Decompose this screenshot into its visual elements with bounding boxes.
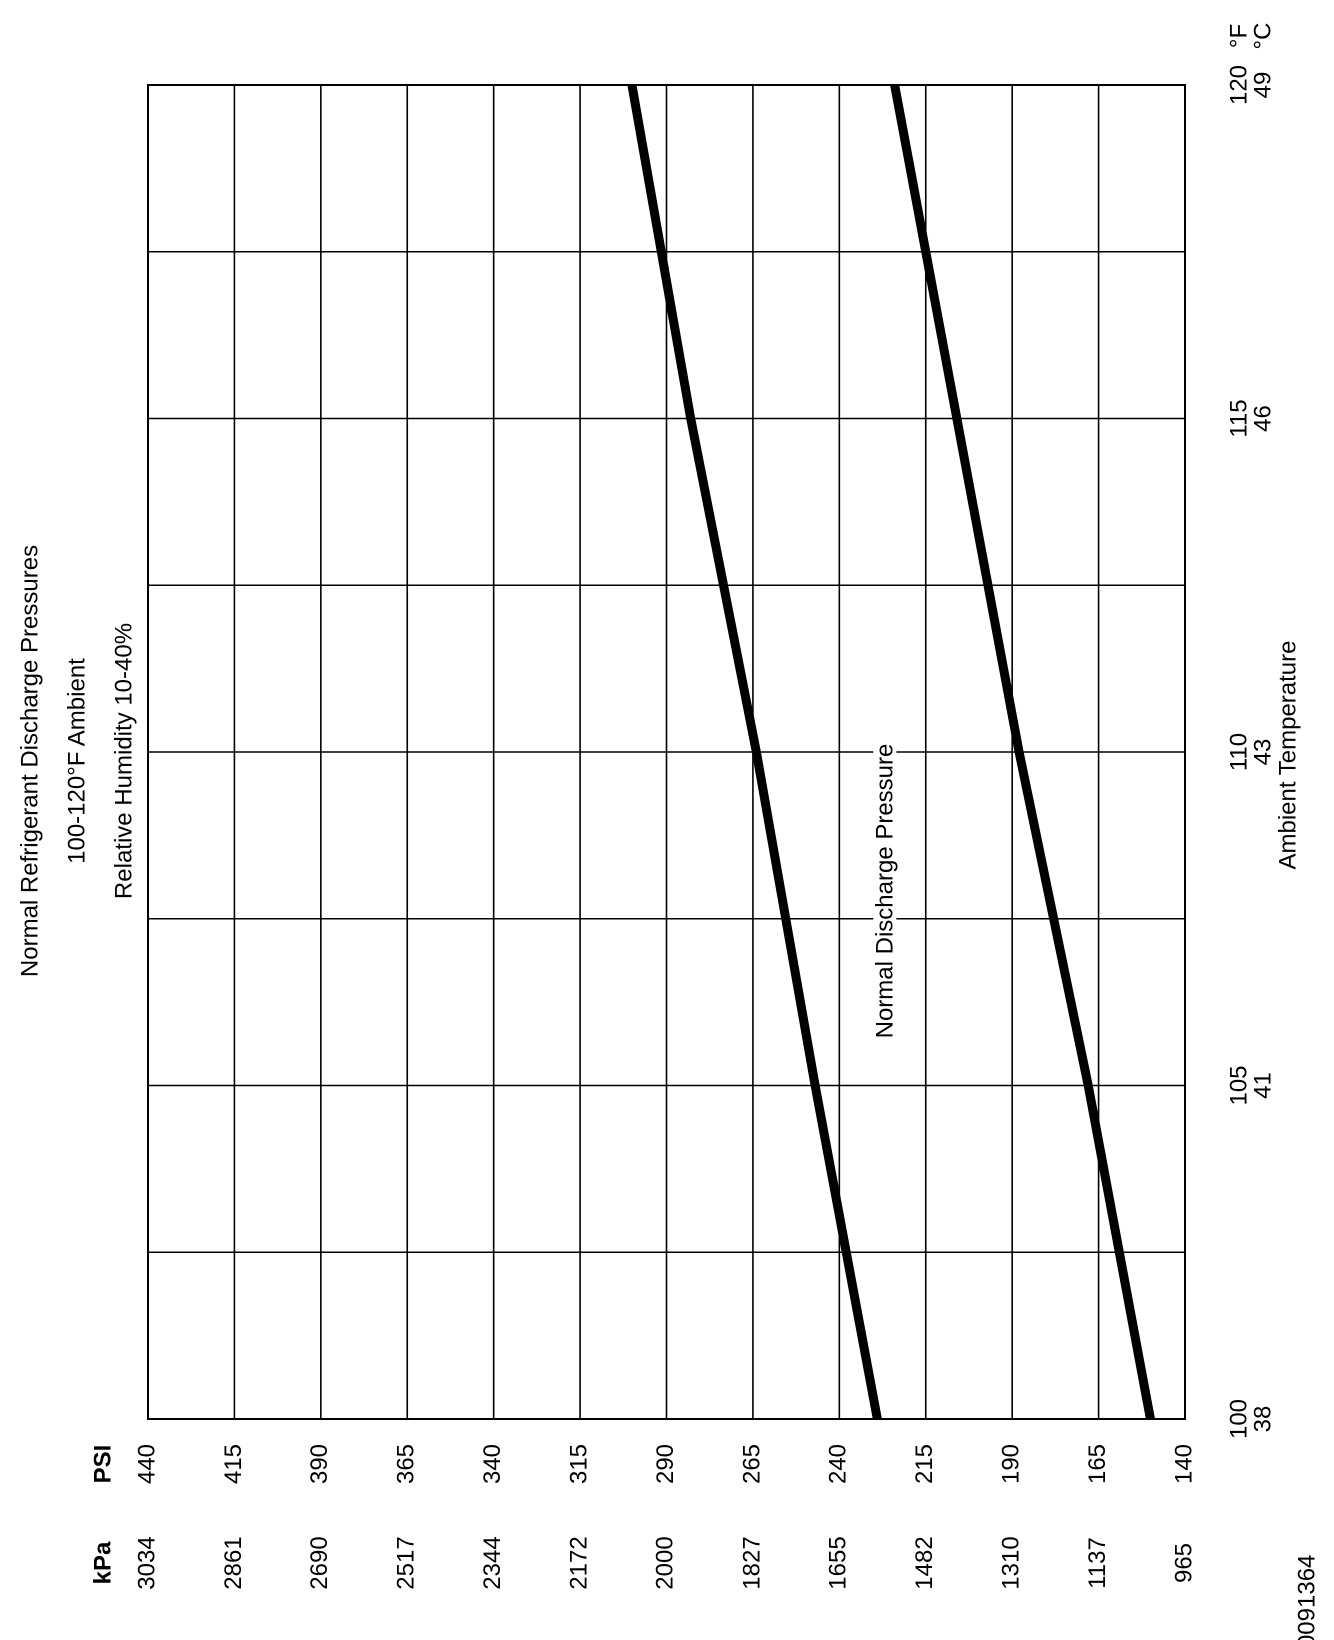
y2-tick-label: 1482 (911, 1536, 938, 1589)
y2-tick-label: 2517 (392, 1536, 419, 1589)
y-tick-label: 265 (738, 1444, 765, 1484)
annotation: Normal Discharge Pressure (871, 744, 898, 1039)
x2-tick-label: 49 (1249, 72, 1276, 99)
y2-tick-label: 3034 (133, 1536, 160, 1589)
y-tick-label: 440 (133, 1444, 160, 1484)
y-tick-label: 365 (393, 1444, 420, 1484)
y-unit: PSI (89, 1445, 116, 1484)
y2-tick-label: 1827 (738, 1536, 765, 1589)
y-tick-label: 215 (911, 1444, 938, 1484)
x2-unit: °C (1249, 23, 1276, 50)
data-line (627, 84, 882, 1420)
y2-tick-label: 1310 (997, 1536, 1024, 1589)
y2-tick-label: 1137 (1084, 1537, 1111, 1589)
x2-tick-label: 41 (1249, 1072, 1276, 1099)
data-line (890, 84, 1155, 1420)
chart-title: Normal Refrigerant Discharge Pressures (16, 545, 43, 977)
chart-subtitle: Relative Humidity 10-40% (110, 623, 137, 899)
x-tick-label: 100 (1225, 1399, 1252, 1439)
y2-tick-label: 1655 (825, 1536, 852, 1589)
footer-code: N0091364 (1293, 1555, 1320, 1640)
y2-tick-label: 2000 (652, 1536, 679, 1589)
x-axis-title: Ambient Temperature (1274, 640, 1301, 869)
y-tick-label: 340 (479, 1444, 506, 1484)
chart-subtitle: 100-120°F Ambient (63, 658, 90, 864)
y-tick-label: 165 (1084, 1444, 1111, 1484)
x-tick-label: 110 (1225, 733, 1252, 771)
x2-tick-label: 43 (1249, 739, 1276, 766)
y-tick-label: 240 (825, 1444, 852, 1484)
plot-frame (147, 84, 1186, 1420)
x2-tick-label: 46 (1249, 405, 1276, 432)
y2-tick-label: 2172 (565, 1536, 592, 1589)
x-tick-label: 120 (1225, 65, 1252, 105)
y-tick-label: 190 (998, 1444, 1025, 1484)
y-tick-label: 315 (565, 1444, 592, 1484)
x-tick-label: 105 (1225, 1065, 1252, 1105)
y-tick-label: 140 (1170, 1444, 1197, 1484)
annotation-bg (873, 737, 897, 1045)
y2-tick-label: 2861 (220, 1536, 247, 1589)
y2-tick-label: 965 (1170, 1543, 1197, 1583)
x-unit: °F (1225, 24, 1252, 48)
rotated-chart: 440 415 390 365 340 315 290 265 240 215 190 165 140 3… (16, 23, 1320, 1640)
x2-tick-label: 38 (1249, 1406, 1276, 1433)
y-tick-label: 415 (220, 1444, 247, 1484)
y2-tick-label: 2690 (306, 1536, 333, 1589)
y-tick-label: 390 (306, 1444, 333, 1484)
y2-unit: kPa (89, 1541, 116, 1584)
y2-tick-label: 2344 (479, 1536, 506, 1589)
x-tick-label: 115 (1225, 399, 1252, 437)
y-tick-label: 290 (652, 1444, 679, 1484)
